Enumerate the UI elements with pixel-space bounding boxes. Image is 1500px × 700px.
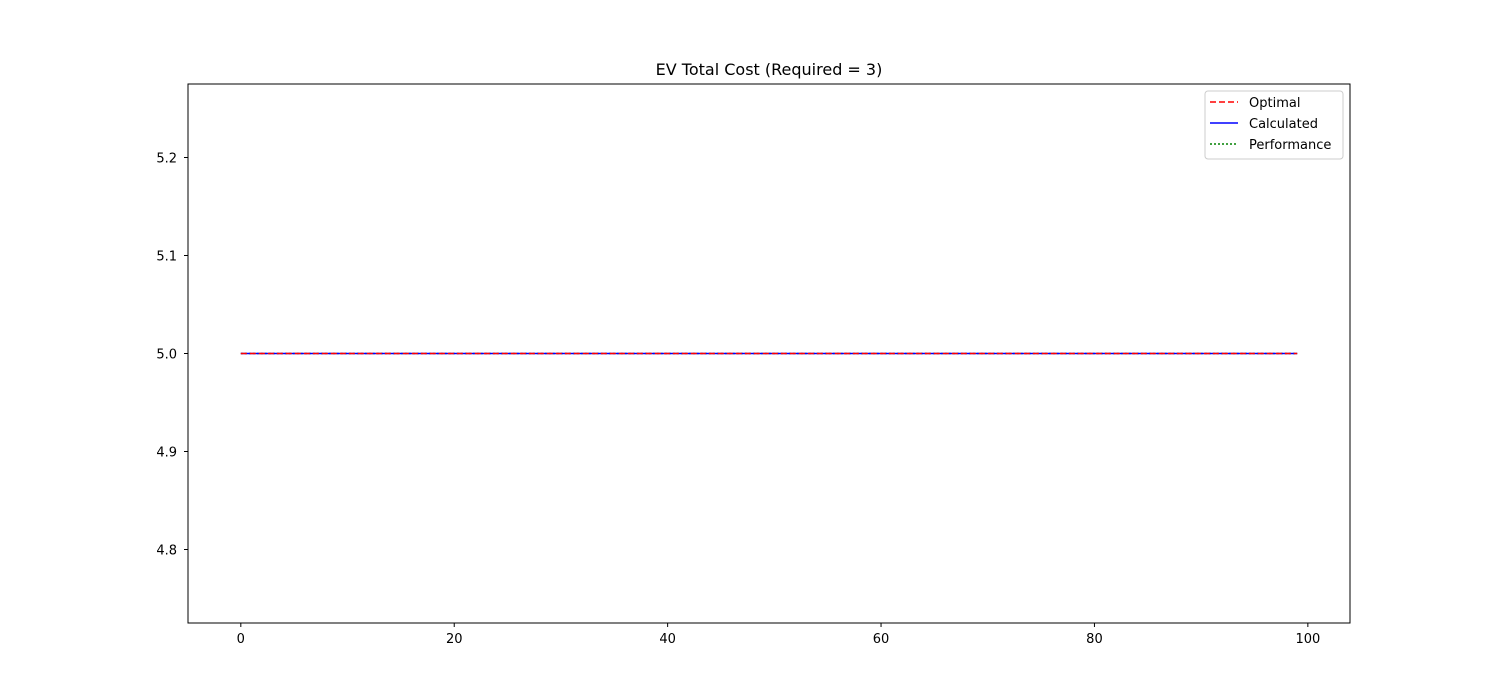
x-tick-label: 20 [446,632,463,647]
y-axis: 4.8 4.9 5.0 5.1 5.2 [156,152,188,559]
legend-label-calculated: Calculated [1249,117,1318,132]
y-tick-label: 5.2 [156,152,177,167]
y-tick-label: 4.9 [156,446,177,461]
x-axis: 0 20 40 60 80 100 [237,623,1320,647]
legend-label-performance: Performance [1249,138,1331,153]
legend: Optimal Calculated Performance [1204,90,1344,160]
legend-label-optimal: Optimal [1249,96,1300,111]
chart-title: EV Total Cost (Required = 3) [656,60,883,79]
x-tick-label: 80 [1086,632,1103,647]
y-tick-label: 5.0 [156,348,177,363]
x-tick-label: 60 [873,632,890,647]
y-tick-label: 4.8 [156,544,177,559]
x-tick-label: 0 [237,632,245,647]
x-tick-label: 100 [1295,632,1320,647]
legend-box [1204,90,1344,160]
x-tick-label: 40 [659,632,676,647]
y-tick-label: 5.1 [156,250,177,265]
